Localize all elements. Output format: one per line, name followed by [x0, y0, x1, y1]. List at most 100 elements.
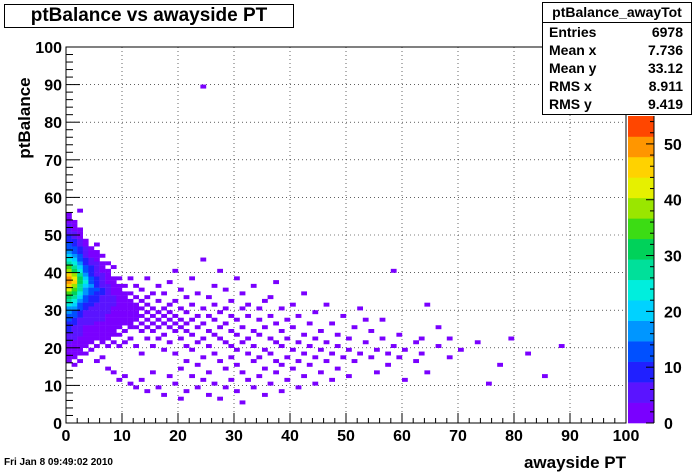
- heatmap-cell: [295, 385, 302, 390]
- heatmap-cell: [82, 272, 89, 277]
- heatmap-cell: [138, 321, 145, 326]
- heatmap-cell: [88, 302, 95, 307]
- heatmap-cell: [88, 261, 95, 266]
- heatmap-cell: [82, 268, 89, 273]
- heatmap-cell: [99, 268, 106, 273]
- heatmap-cell: [183, 295, 190, 300]
- heatmap-cell: [127, 306, 134, 311]
- heatmap-cell: [273, 340, 279, 345]
- heatmap-cell: [71, 250, 78, 254]
- color-scale-swatch: [628, 136, 654, 158]
- y-axis: 0 10 20 30 40 50 60 70 80 90 100: [35, 40, 80, 433]
- color-scale-tick-label: 40: [664, 193, 682, 210]
- heatmap-cell: [267, 381, 274, 386]
- heatmap-cell: [105, 272, 111, 277]
- heatmap-cell: [66, 325, 72, 330]
- heatmap-cell: [273, 321, 279, 326]
- heatmap-cell: [183, 310, 190, 315]
- heatmap-cell: [301, 332, 307, 337]
- heatmap-cell: [318, 329, 324, 333]
- heatmap-cell: [122, 295, 128, 300]
- heatmap-cell: [144, 389, 151, 394]
- heatmap-cell: [82, 250, 89, 254]
- heatmap-cell: [82, 257, 89, 262]
- heatmap-cell: [127, 381, 134, 386]
- heatmap-cell: [178, 317, 184, 322]
- heatmap-cell: [166, 310, 173, 315]
- heatmap-cell: [105, 344, 111, 348]
- heatmap-cell: [194, 362, 201, 367]
- heatmap-cell: [234, 276, 240, 281]
- heatmap-cell: [200, 336, 207, 341]
- y-tick-label: 100: [35, 40, 62, 57]
- heatmap-cell: [94, 280, 100, 285]
- heatmap-cell: [66, 212, 72, 217]
- heatmap-cell: [66, 242, 72, 247]
- heatmap-cell: [66, 332, 72, 337]
- heatmap-cell: [110, 302, 117, 307]
- heatmap-cell: [228, 355, 235, 360]
- heatmap-cell: [138, 377, 145, 382]
- heatmap-cell: [82, 351, 89, 356]
- heatmap-cell: [99, 306, 106, 311]
- heatmap-cell: [211, 302, 218, 307]
- heatmap-cell: [178, 325, 184, 330]
- heatmap-cell: [138, 351, 145, 356]
- heatmap-cell: [71, 276, 78, 281]
- stats-label: RMS x: [549, 78, 592, 94]
- heatmap-cell: [82, 329, 89, 333]
- heatmap-cell: [200, 84, 207, 89]
- heatmap-cell: [99, 313, 106, 318]
- heatmap-cell: [105, 332, 111, 337]
- heatmap-cell: [323, 340, 330, 345]
- heatmap-cell: [127, 325, 134, 330]
- heatmap-cell: [71, 242, 78, 247]
- heatmap-cell: [71, 321, 78, 326]
- heatmap-cell: [105, 336, 111, 341]
- heatmap-cell: [82, 238, 89, 243]
- heatmap-cell: [542, 374, 548, 379]
- heatmap-cell: [183, 389, 190, 394]
- heatmap-cell: [239, 306, 246, 311]
- heatmap-cell: [110, 370, 117, 375]
- heatmap-cell: [306, 321, 313, 326]
- heatmap-cell: [144, 302, 151, 307]
- heatmap-cell: [374, 347, 380, 352]
- heatmap-cell: [82, 332, 89, 337]
- heatmap-cell: [138, 306, 145, 311]
- heatmap-cell: [290, 347, 296, 352]
- heatmap-cell: [94, 359, 100, 364]
- heatmap-cell: [94, 336, 100, 341]
- color-scale-swatch: [628, 238, 654, 260]
- heatmap-cell: [77, 276, 83, 281]
- heatmap-cell: [88, 310, 95, 315]
- heatmap-cell: [94, 276, 100, 281]
- heatmap-cell: [77, 310, 83, 315]
- stats-value: 9.419: [647, 96, 683, 112]
- heatmap-cell: [133, 310, 139, 315]
- heatmap-cell: [77, 313, 83, 318]
- heatmap-cell: [183, 344, 190, 348]
- heatmap-cell: [77, 344, 83, 348]
- heatmap-cell: [77, 302, 83, 307]
- heatmap-cell: [77, 295, 83, 300]
- heatmap-cell: [116, 321, 123, 326]
- heatmap-cell: [351, 359, 358, 364]
- y-axis-label: ptBalance: [15, 77, 34, 158]
- heatmap-cell: [217, 310, 223, 315]
- heatmap-cell: [99, 295, 106, 300]
- heatmap-cell: [138, 329, 145, 333]
- heatmap-cell: [77, 340, 83, 345]
- heatmap-cell: [71, 265, 78, 270]
- heatmap-cell: [290, 366, 296, 371]
- x-tick-label: 20: [169, 428, 187, 445]
- heatmap-cell: [368, 329, 375, 333]
- heatmap-cell: [346, 347, 352, 352]
- heatmap-cell: [318, 370, 324, 375]
- heatmap-cell: [88, 272, 95, 277]
- stats-value: 6978: [651, 24, 683, 40]
- heatmap-cell: [77, 317, 83, 322]
- heatmap-cell: [228, 344, 235, 348]
- heatmap-cell: [189, 317, 195, 322]
- heatmap-cell: [379, 317, 386, 322]
